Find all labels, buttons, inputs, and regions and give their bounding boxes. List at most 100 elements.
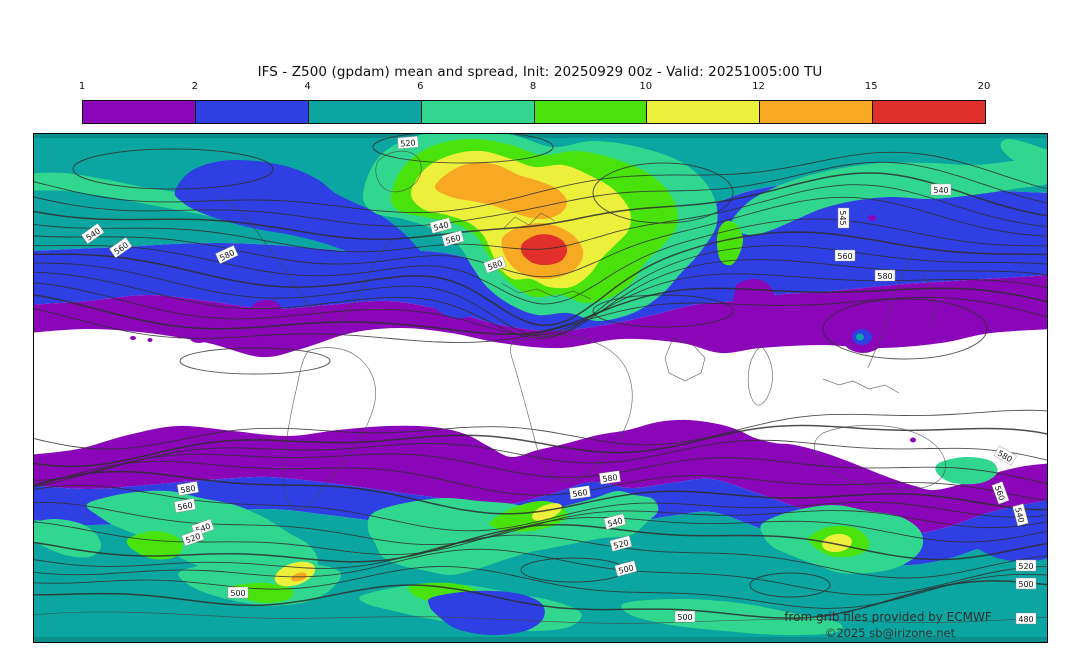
z500-contour [33, 580, 1048, 619]
svg-text:520: 520 [400, 138, 416, 148]
asia-green-band [730, 154, 1048, 236]
z500-contour-lines [33, 133, 1048, 619]
coastline [217, 194, 336, 327]
colorbar-segment [83, 101, 196, 123]
z500-contour [33, 534, 1048, 579]
south-left-edge-green [33, 518, 102, 558]
z500-contour [33, 424, 1048, 468]
contour-label: 500 [614, 560, 638, 577]
coastline [747, 347, 773, 406]
contour-label: 560 [441, 230, 465, 247]
north-purple-band [33, 275, 1048, 358]
svg-text:500: 500 [677, 613, 692, 622]
svg-text:560: 560 [177, 501, 194, 513]
sindian-green [367, 490, 659, 576]
contour-label: 540 [429, 217, 453, 234]
z500-contour-loop [179, 347, 331, 375]
south-bright-1 [126, 530, 184, 560]
z500-contour-loop [72, 148, 274, 190]
svg-text:560: 560 [572, 488, 588, 499]
colorbar-tick: 10 [639, 81, 653, 92]
z500-contour [33, 409, 1048, 450]
svg-text:500: 500 [1018, 580, 1033, 589]
svg-text:500: 500 [618, 563, 635, 576]
atlantic-red-core [520, 234, 568, 266]
colorbar-tick: 15 [864, 81, 878, 92]
contour-label: 540 [930, 183, 952, 196]
attribution-ecmwf: from grib files provided by ECMWF [784, 610, 992, 624]
coastlines [33, 150, 1048, 624]
colorbar-segment [308, 101, 422, 123]
australia-purple-dot [910, 437, 916, 443]
contour-label: 520 [609, 535, 633, 552]
z500-contour [33, 501, 1048, 546]
z500-contour [33, 196, 1048, 278]
svg-text:540: 540 [933, 186, 948, 195]
colorbar-tick: 12 [752, 81, 765, 92]
coastline [867, 252, 914, 369]
coastline [334, 238, 392, 327]
colorbar-tick: 20 [977, 81, 991, 92]
map-area: 520 540 560 580 540 560 580 540 545 560 580 580 560 5… [33, 133, 1048, 643]
z500-contour [33, 218, 1048, 305]
nz-east-green [935, 456, 998, 485]
spread-fill-layers [33, 133, 1048, 643]
pacific-purple-dot [177, 333, 183, 339]
svg-text:580: 580 [180, 484, 197, 496]
svg-text:540: 540 [433, 220, 450, 233]
saustralia-yellow-core [822, 533, 852, 553]
svg-text:500: 500 [230, 589, 245, 598]
colorbar-legend [82, 100, 986, 124]
siberia-purple-dot [868, 215, 876, 221]
contour-label: 500 [227, 586, 249, 599]
svg-text:545: 545 [838, 210, 847, 225]
colorbar-segment [760, 101, 874, 123]
contour-label: 540 [1012, 503, 1029, 527]
svg-text:560: 560 [445, 233, 462, 246]
coastline [500, 282, 592, 300]
z500-contour [33, 484, 1048, 532]
colorbar-segment [534, 101, 648, 123]
contour-label: 560 [834, 249, 856, 262]
coastline [510, 334, 633, 482]
contour-label: 580 [176, 481, 199, 496]
pacific-purple-dot [130, 336, 136, 340]
svg-text:540: 540 [1013, 507, 1026, 524]
z500-contour-loop [822, 298, 988, 360]
chart-title: IFS - Z500 (gpdam) mean and spread, Init… [257, 64, 823, 80]
sindian-yellow-core [531, 503, 563, 521]
z500-contour [33, 439, 1048, 481]
coastline [502, 212, 556, 230]
z500-contour-loop [592, 162, 734, 224]
pacific-purple-dot [214, 337, 224, 345]
colorbar-tick: 6 [417, 81, 424, 92]
contour-label: 545 [837, 207, 850, 229]
pacific-purple-dot [147, 338, 153, 342]
z500-contour [33, 231, 1048, 327]
contour-label: 540 [603, 513, 627, 530]
z500-contour-loop [592, 294, 734, 328]
z500-contour [33, 172, 1048, 241]
coastline [822, 378, 900, 394]
z500-contour [33, 470, 1048, 515]
top-right-green [1000, 139, 1048, 176]
colorbar-tick: 4 [304, 81, 311, 92]
contour-label: 560 [173, 498, 196, 513]
z500-contour [33, 259, 1048, 339]
coastline [922, 272, 936, 328]
map-top-strip [33, 133, 1048, 138]
contour-label: 580 [599, 470, 621, 485]
attribution-copyright: ©2025 sb@irizone.net [825, 626, 956, 640]
z500-contour [33, 287, 1048, 336]
colorbar-segment [873, 101, 985, 123]
contour-label: 520 [397, 135, 419, 150]
coastline [664, 337, 706, 382]
atlantic-orange-upper [435, 162, 568, 220]
contour-label: 580 [874, 269, 896, 282]
contour-label: 500 [1015, 577, 1037, 590]
colorbar-tick: 2 [191, 81, 198, 92]
coastline [375, 150, 422, 193]
coastline [282, 347, 377, 510]
z500-contour-loop [372, 133, 554, 164]
